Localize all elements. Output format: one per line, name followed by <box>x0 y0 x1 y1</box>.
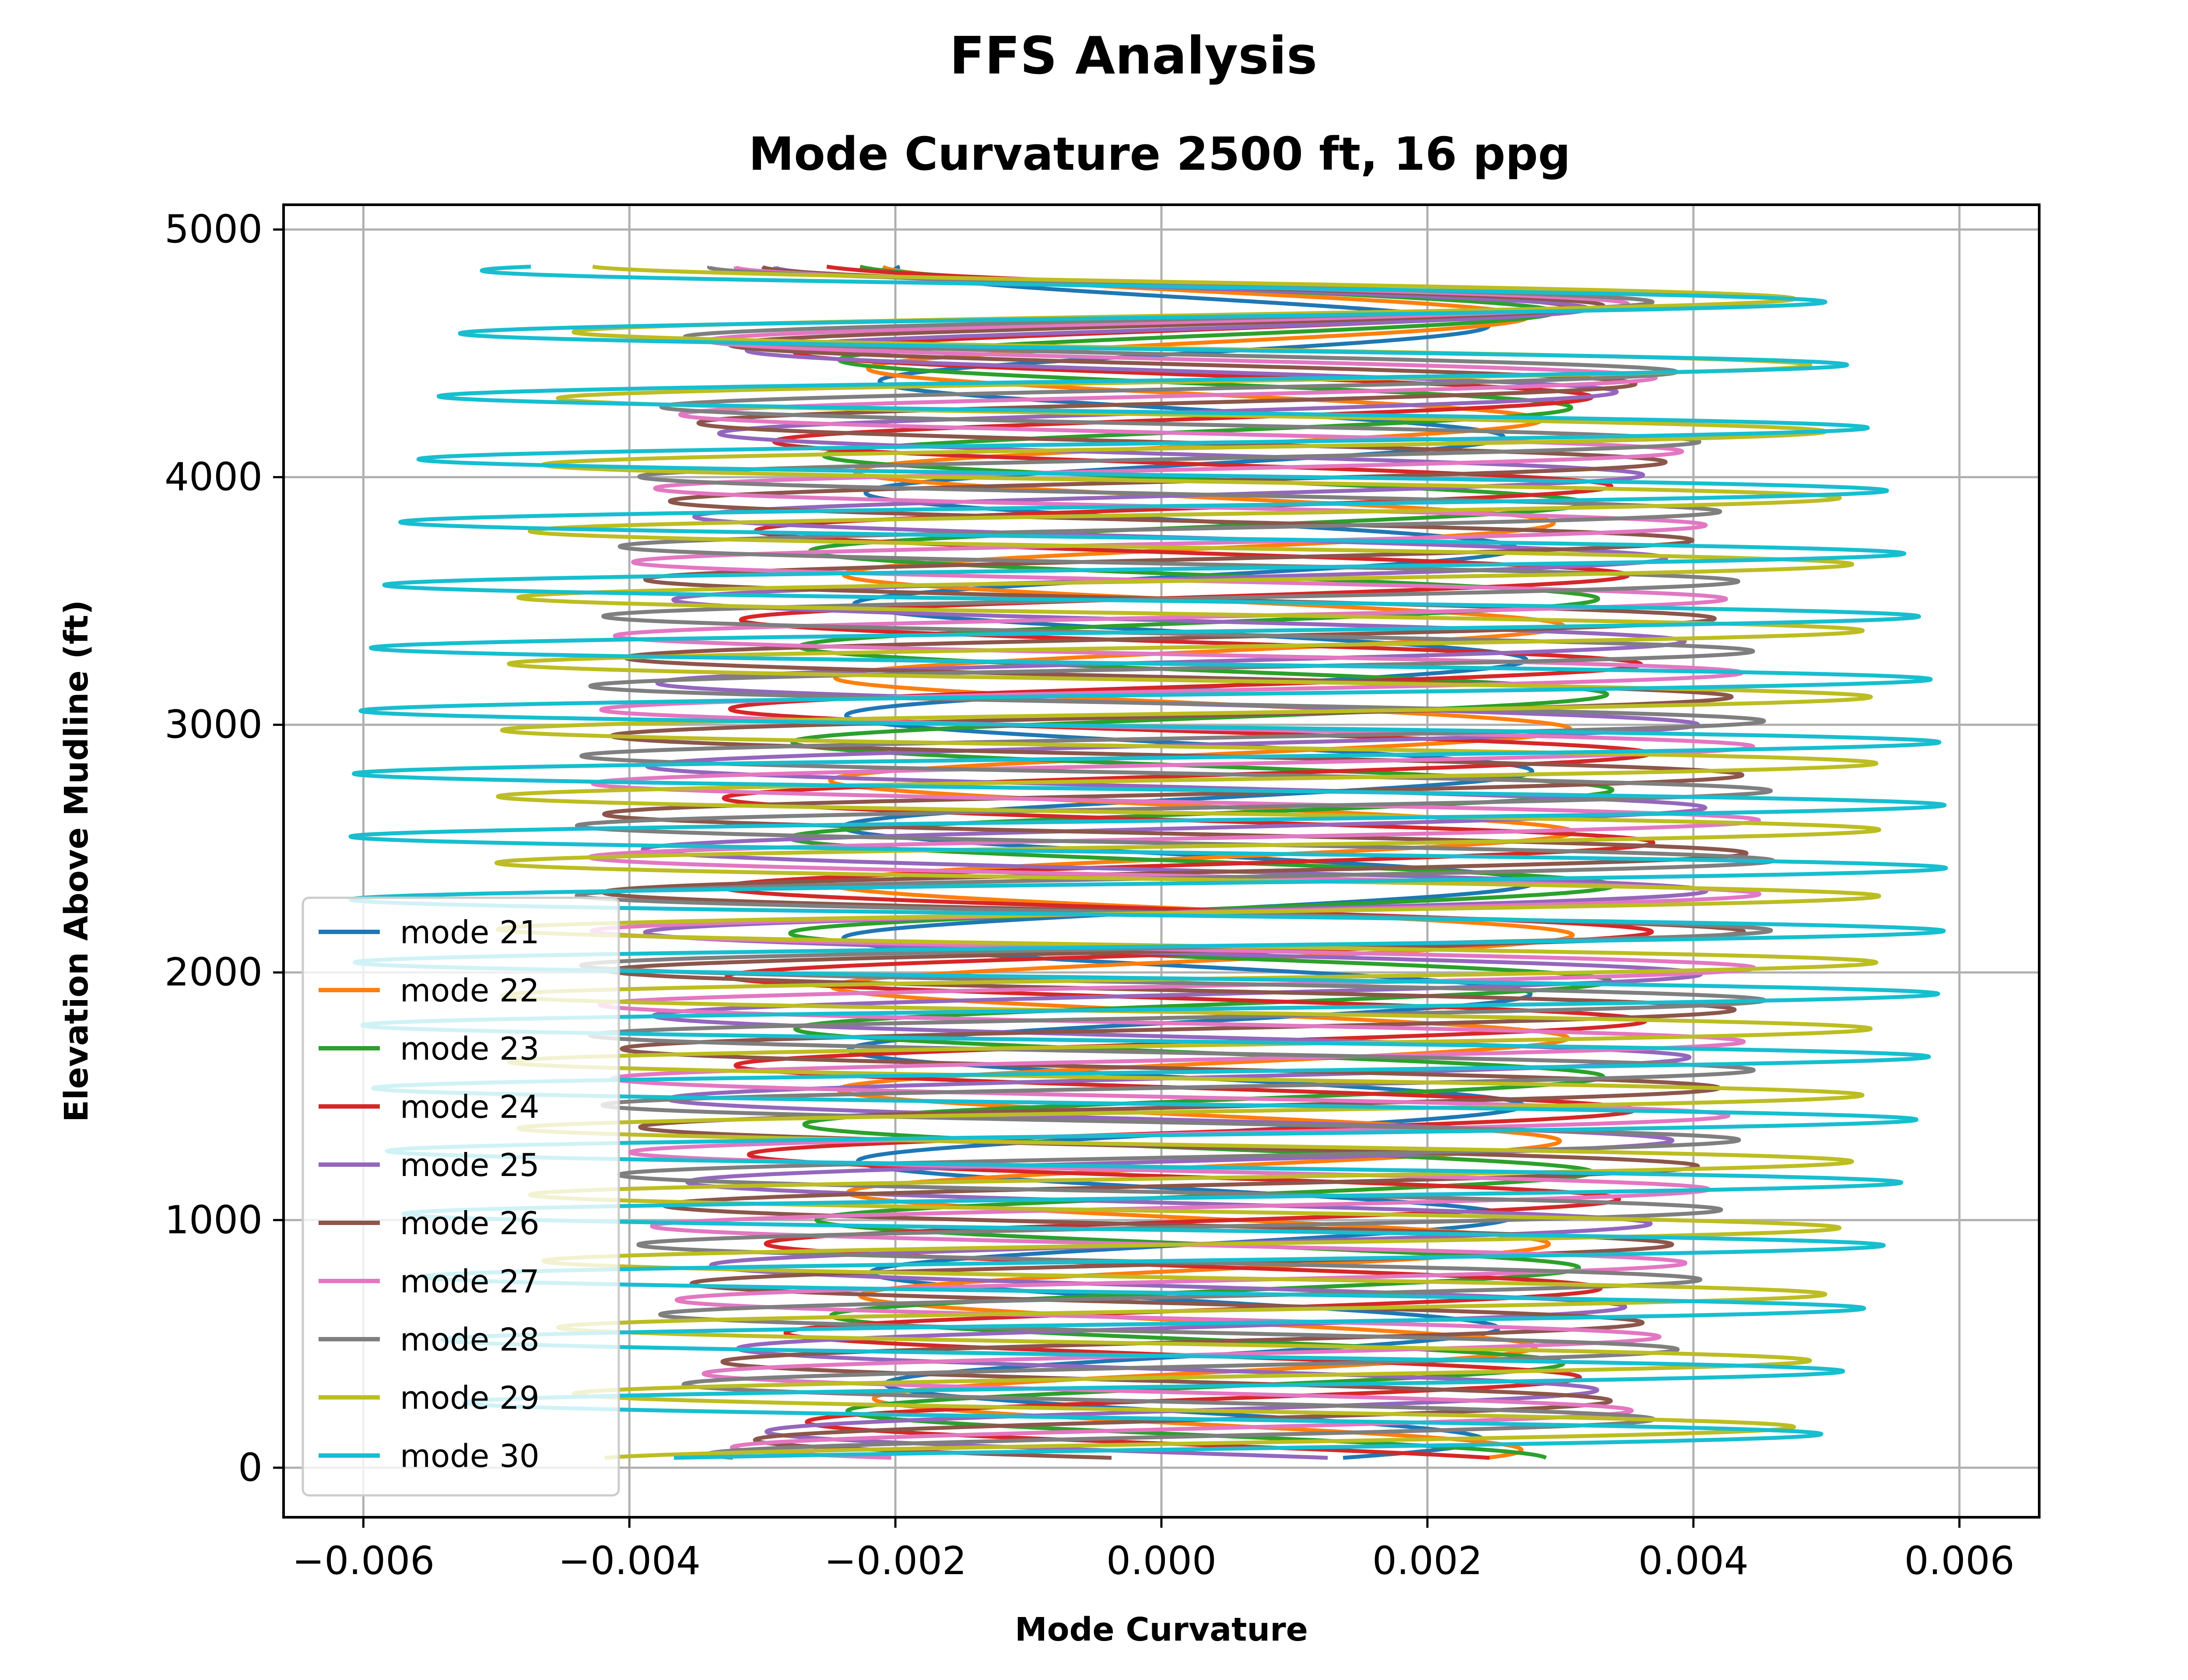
legend-label-29: mode 29 <box>400 1379 540 1416</box>
x-tick-label-2: −0.002 <box>824 1538 967 1583</box>
y-tick-label-3: 3000 <box>165 702 263 747</box>
plot-area <box>348 265 1948 1460</box>
legend-label-24: mode 24 <box>400 1088 540 1125</box>
y-axis-label: Elevation Above Mudline (ft) <box>58 600 95 1122</box>
legend-box <box>302 896 620 1497</box>
y-tick-label-0: 0 <box>238 1445 263 1490</box>
y-tick-label-4: 4000 <box>165 455 263 500</box>
x-tick-label-5: 0.004 <box>1638 1538 1749 1583</box>
legend-label-21: mode 21 <box>400 914 540 951</box>
x-tick-label-3: 0.000 <box>1106 1538 1217 1583</box>
x-tick-label-0: −0.006 <box>292 1538 435 1583</box>
legend-label-30: mode 30 <box>400 1438 540 1474</box>
series-line-mode-30 <box>348 265 1948 1460</box>
y-tick-label-5: 5000 <box>165 207 263 252</box>
x-axis-label: Mode Curvature <box>1015 1611 1308 1648</box>
x-tick-label-6: 0.006 <box>1904 1538 2015 1583</box>
legend-label-22: mode 22 <box>400 972 540 1009</box>
legend-label-25: mode 25 <box>400 1147 540 1183</box>
series-line-mode-25 <box>641 265 1708 1460</box>
y-tick-label-2: 2000 <box>165 950 263 995</box>
x-tick-label-4: 0.002 <box>1372 1538 1483 1583</box>
legend-label-28: mode 28 <box>400 1321 540 1358</box>
axis-ticks: −0.006 −0.004 −0.002 0.000 0.002 0.004 0.006 0 1… <box>165 207 2015 1583</box>
y-tick-label-1: 1000 <box>165 1197 263 1242</box>
legend-label-26: mode 26 <box>400 1205 540 1242</box>
series-line-mode-27 <box>587 265 1761 1460</box>
legend: mode 21 mode 22 mode 23 mode 24 mode 25 mode … <box>302 896 620 1497</box>
figure-suptitle: FFS Analysis <box>950 25 1318 86</box>
legend-label-23: mode 23 <box>400 1030 540 1067</box>
x-tick-label-1: −0.004 <box>558 1538 701 1583</box>
chart-title: Mode Curvature 2500 ft, 16 ppg <box>749 127 1571 181</box>
legend-label-27: mode 27 <box>400 1263 540 1300</box>
